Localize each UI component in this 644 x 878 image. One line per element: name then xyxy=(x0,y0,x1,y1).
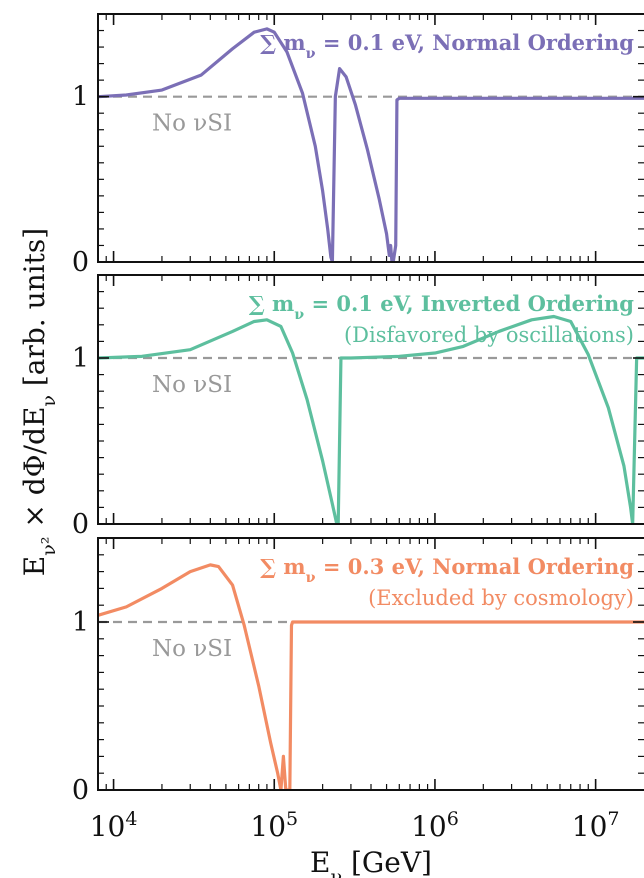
y-tick-label: 0 xyxy=(72,247,89,278)
panel-2: 0 1 No νSI ∑ mν = 0.1 eV, Inverted Ordering… xyxy=(72,274,644,540)
y-tick-label: 0 xyxy=(72,775,89,806)
y-tick-label: 0 xyxy=(72,509,89,540)
reference-label: No νSI xyxy=(152,111,232,137)
series-line xyxy=(98,314,644,524)
y-tick-label: 1 xyxy=(72,343,89,374)
panel-title: ∑ mν = 0.1 eV, Normal Ordering xyxy=(260,30,634,62)
reference-label: No νSI xyxy=(152,636,232,662)
x-tick-label: 104 xyxy=(90,808,138,843)
panel-title: ∑ mν = 0.3 eV, Normal Ordering xyxy=(260,554,634,586)
panel-subtitle: (Disfavored by oscillations) xyxy=(344,323,634,347)
panel-frame xyxy=(97,13,644,263)
panel-subtitle: (Excluded by cosmology) xyxy=(368,586,634,610)
panel-frame xyxy=(97,274,644,525)
series-line xyxy=(98,27,644,262)
x-axis-label: Eν [GeV] xyxy=(310,846,432,878)
panel-3: 0 1 No νSI ∑ mν = 0.3 eV, Normal Ordering(E… xyxy=(72,537,644,806)
series-line xyxy=(98,563,644,790)
x-tick-label: 106 xyxy=(411,808,459,843)
panel-1: 0 1 No νSI ∑ mν = 0.1 eV, Normal Ordering xyxy=(72,13,644,278)
x-tick-label: 105 xyxy=(250,808,298,843)
panel-frame xyxy=(97,537,644,791)
panel-title: ∑ mν = 0.1 eV, Inverted Ordering xyxy=(249,291,634,323)
panels: 0 1 No νSI ∑ mν = 0.1 eV, Normal Ordering 0 1… xyxy=(72,13,644,806)
y-tick-label: 1 xyxy=(72,82,89,113)
reference-label: No νSI xyxy=(152,372,232,398)
y-tick-label: 1 xyxy=(72,607,89,638)
y-axis-label: Eν² × dΦ/dEν [arb. units] xyxy=(18,228,60,576)
x-tick-label: 107 xyxy=(572,808,620,843)
x-axis: 104 105 106 107 xyxy=(90,808,620,843)
